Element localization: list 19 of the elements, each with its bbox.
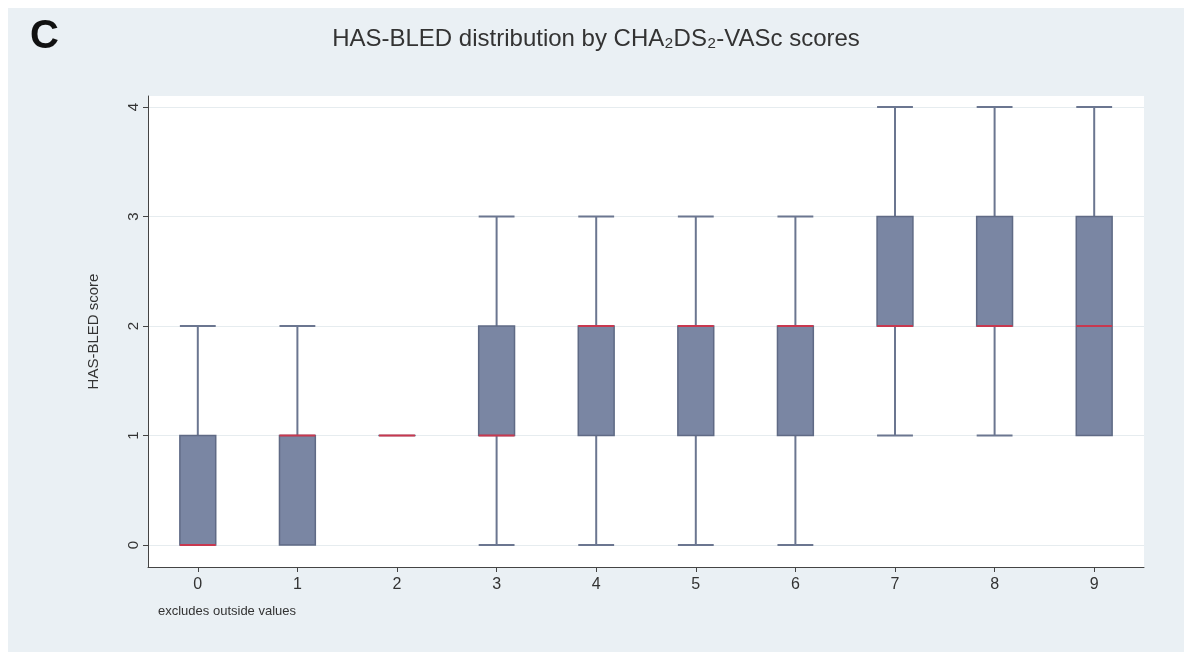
chart-title: HAS-BLED distribution by CHA₂DS₂-VASc scores xyxy=(332,23,860,51)
y-axis-title: HAS-BLED score xyxy=(84,273,101,390)
x-tick-label: 7 xyxy=(890,574,900,592)
x-tick-label: 9 xyxy=(1089,574,1099,592)
y-tick-label: 4 xyxy=(124,102,141,112)
x-tick-label: 0 xyxy=(193,574,203,592)
x-tick-label: 5 xyxy=(691,574,701,592)
y-tick-label: 1 xyxy=(124,431,141,440)
y-tick-label: 0 xyxy=(124,540,141,550)
x-tick-label: 2 xyxy=(392,574,402,592)
x-tick-label: 1 xyxy=(292,574,302,592)
text: C xyxy=(30,12,59,56)
y-tick-label: 2 xyxy=(124,321,141,331)
y-tick-label: 3 xyxy=(124,212,141,221)
text: excludes outside values xyxy=(158,603,297,618)
x-tick-label: 6 xyxy=(790,574,800,592)
x-tick-label: 3 xyxy=(492,574,502,592)
x-tick-label: 4 xyxy=(591,574,601,592)
x-tick-label: 8 xyxy=(990,574,1000,592)
